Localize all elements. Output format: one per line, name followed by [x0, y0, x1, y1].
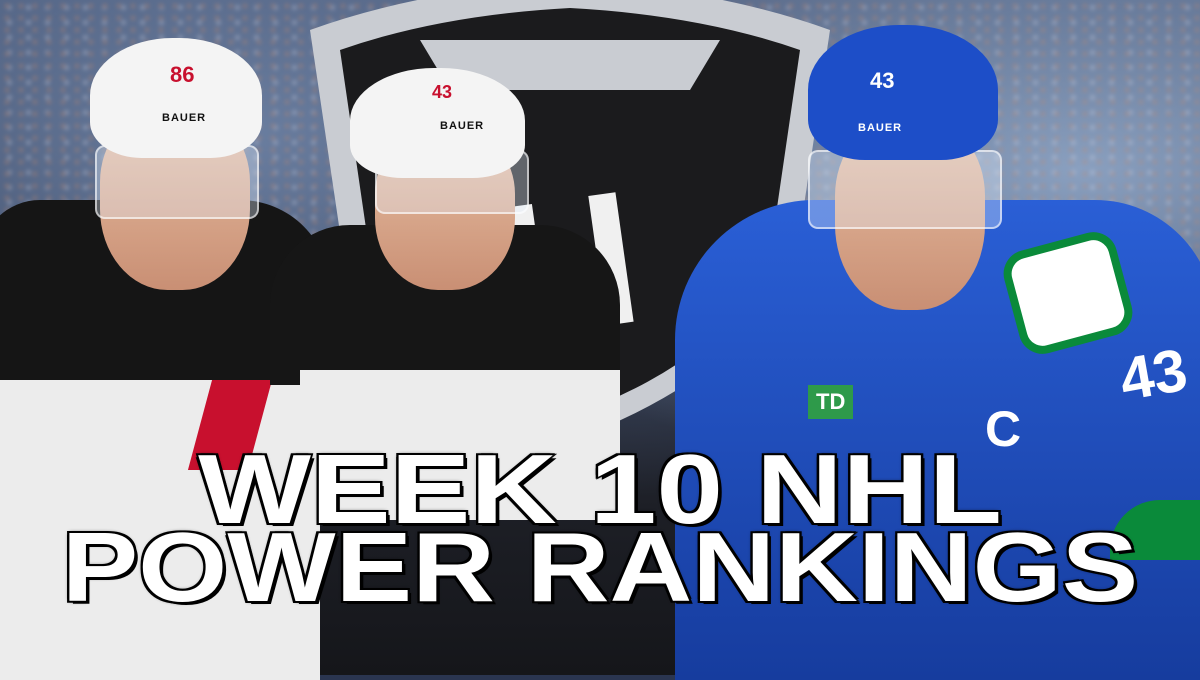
jersey-number: 43: [1114, 335, 1193, 414]
helmet-number: 86: [170, 62, 195, 87]
helmet-number: 43: [870, 68, 895, 93]
helmet-brand: BAUER: [440, 120, 485, 132]
helmet-brand: BAUER: [162, 112, 207, 124]
helmet-brand: BAUER: [858, 122, 903, 134]
helmet-number: 43: [432, 82, 453, 102]
captain-mark: C: [985, 401, 1022, 457]
sponsor-patch: TD: [808, 385, 854, 419]
headline-line-2: POWER RANKINGS: [60, 512, 1140, 622]
headline-line-1: WEEK 10 NHL: [196, 434, 1003, 544]
